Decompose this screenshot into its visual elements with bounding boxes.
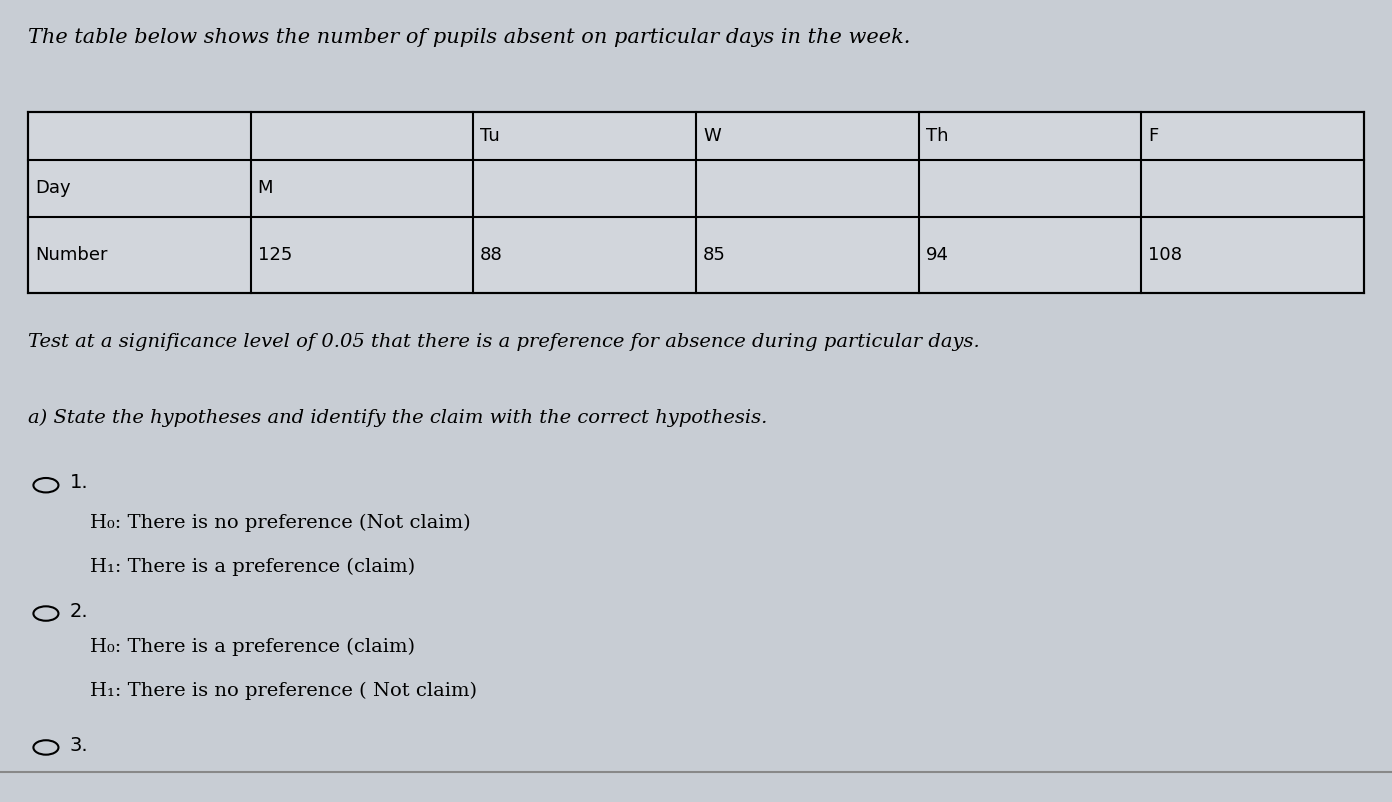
Text: H₁: There is no preference ( Not claim): H₁: There is no preference ( Not claim) [90,682,477,700]
Text: 2.: 2. [70,602,88,621]
Text: 1.: 1. [70,473,88,492]
Text: F: F [1148,128,1158,145]
Text: Tu: Tu [480,128,500,145]
Text: 3.: 3. [70,735,88,755]
Text: 85: 85 [703,245,725,264]
Text: 94: 94 [926,245,949,264]
Text: Number: Number [35,245,107,264]
Bar [28,112,1364,293]
Text: Day: Day [35,180,71,197]
Text: H₀: There is a preference (claim): H₀: There is a preference (claim) [90,638,415,656]
Text: H₁: There is a preference (claim): H₁: There is a preference (claim) [90,557,416,576]
Text: 125: 125 [258,245,292,264]
Text: M: M [258,180,273,197]
Text: H₀: There is no preference (Not claim): H₀: There is no preference (Not claim) [90,513,470,532]
Text: a) State the hypotheses and identify the claim with the correct hypothesis.: a) State the hypotheses and identify the… [28,409,767,427]
Text: Th: Th [926,128,948,145]
Text: 88: 88 [480,245,503,264]
Text: Test at a significance level of 0.05 that there is a preference for absence duri: Test at a significance level of 0.05 tha… [28,333,980,350]
Text: The table below shows the number of pupils absent on particular days in the week: The table below shows the number of pupi… [28,28,910,47]
Text: W: W [703,128,721,145]
Text: 108: 108 [1148,245,1182,264]
